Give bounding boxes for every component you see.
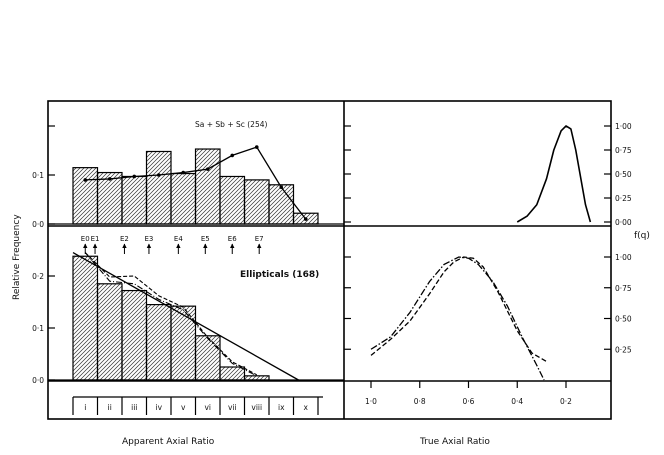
spiral-bar-iv: [145, 150, 172, 225]
spiral-model-point-4: [156, 173, 161, 177]
elliptical-fit-line: [72, 252, 299, 381]
ylabel-right: f(q): [634, 231, 650, 241]
elliptical-bar-ii: [96, 283, 123, 381]
spiral-bar-vii: [219, 175, 246, 225]
spiral-bar-iii: [121, 175, 148, 225]
bottom-right-ytick-label-2: 0·75: [615, 284, 632, 293]
spiral-model-point-10: [303, 217, 308, 221]
bottom-right-ytick-label-0: 0·25: [615, 345, 632, 354]
top-right-ytick-label-0: 0·00: [615, 218, 632, 227]
bottom-left-ytick-label-1: 0·1: [32, 324, 44, 333]
bottom-left-ytick-label-2: 0·2: [32, 272, 44, 281]
spirals-title: Sa + Sb + Sc (254): [195, 120, 267, 129]
bottom-right-ytick-label-1: 0·50: [615, 315, 632, 324]
spiral-model-point-7: [230, 153, 235, 158]
spiral-bar-viii: [243, 179, 270, 225]
elliptical-bar-iii: [121, 289, 148, 381]
top-right-ytick-label-4: 1·00: [615, 122, 632, 131]
spirals-histogram: [48, 148, 344, 225]
class-arrow-head-E1: [92, 243, 98, 248]
elliptical-true-curve-dashdot: [370, 256, 545, 381]
class-arrow-head-E5: [203, 243, 208, 248]
elliptical-class-markers: E0 E1 E2 E3 E4 E5 E6 E7: [81, 235, 264, 254]
top-left-ytick-label-0: 0·0: [32, 220, 44, 229]
elliptical-bar-iv: [145, 304, 172, 381]
spiral-model-point-3: [132, 174, 137, 179]
elliptical-dashdot-model: [84, 252, 257, 377]
outer-frame: [47, 100, 612, 420]
category-labels: i ii iii iv v vi vii viii ix x: [72, 397, 319, 415]
class-arrow-head-E0: [83, 243, 88, 248]
spiral-model-point-1: [83, 178, 88, 182]
category-label-v: v: [181, 403, 186, 412]
bottom-right-ytick-label-3: 1·00: [615, 253, 632, 262]
xlabel-right: True Axial Ratio: [419, 437, 490, 447]
class-marker-E6: E6: [228, 235, 237, 243]
class-marker-E3: E3: [145, 235, 154, 243]
category-label-ii: ii: [108, 403, 112, 412]
true-ratio-xtick-label-4: 0·2: [560, 397, 572, 406]
true-ratio-xtick-label-0: 1·0: [365, 397, 377, 406]
spiral-bar-ii: [96, 171, 123, 225]
class-arrow-head-E4: [176, 243, 181, 248]
spiral-model-point-6: [205, 167, 210, 171]
ellipticals-histogram: [48, 255, 344, 381]
xlabel-left: Apparent Axial Ratio: [122, 437, 215, 447]
spiral-model-point-5: [181, 170, 186, 175]
elliptical-bar-vii: [219, 366, 246, 381]
category-label-vi: vi: [204, 403, 211, 412]
spiral-bar-v: [170, 172, 197, 225]
true-ratio-xtick-label-2: 0·6: [463, 397, 475, 406]
spiral-model-line: [85, 146, 307, 220]
class-marker-E4: E4: [174, 235, 183, 243]
elliptical-bar-i: [72, 255, 99, 381]
elliptical-bar-vi: [194, 335, 221, 381]
spiral-bar-vi: [194, 148, 221, 225]
elliptical-bar-viii: [243, 375, 270, 381]
category-label-iv: iv: [155, 403, 162, 412]
class-marker-E2: E2: [120, 235, 129, 243]
spiral-bar-ix: [268, 184, 295, 225]
class-marker-E0: E0: [81, 235, 90, 243]
model-curves: [72, 125, 592, 381]
top-right-ytick-label-2: 0·50: [615, 170, 632, 179]
spiral-model-point-2: [107, 177, 112, 181]
class-arrow-head-E6: [230, 243, 235, 248]
category-label-iii: iii: [131, 403, 137, 412]
class-arrow-head-E3: [146, 243, 152, 248]
class-marker-E5: E5: [201, 235, 210, 243]
class-marker-E1: E1: [91, 235, 100, 243]
elliptical-true-curve-dash: [370, 256, 547, 363]
top-right-ytick-label-3: 0·75: [615, 146, 632, 155]
spiral-model-point-8: [254, 145, 259, 149]
category-label-ix: ix: [278, 403, 285, 412]
elliptical-bar-v: [170, 305, 197, 381]
class-marker-E7: E7: [255, 235, 264, 243]
true-ratio-xtick-label-3: 0·4: [511, 397, 523, 406]
category-label-vii: vii: [228, 403, 237, 412]
spiral-model-point-9: [279, 185, 284, 190]
true-ratio-xtick-label-1: 0·8: [414, 397, 426, 406]
bottom-left-ytick-label-0: 0·0: [32, 376, 44, 385]
elliptical-dashed-model: [84, 252, 258, 376]
spiral-bar-i: [72, 167, 99, 225]
category-label-i: i: [84, 403, 86, 412]
category-label-viii: viii: [251, 403, 262, 412]
axis-ticks: 0·0 0·1 0·0 0·1 0·2 0·00 0·25 0·50 0·75 1·00 0·25 0…: [32, 122, 632, 406]
category-label-x: x: [304, 403, 309, 412]
ellipticals-title: Ellipticals (168): [240, 270, 319, 280]
top-left-ytick-label-1: 0·1: [32, 171, 44, 180]
class-arrow-head-E2: [122, 243, 127, 248]
spiral-true-ratio-curve: [516, 125, 592, 223]
top-right-ytick-label-1: 0·25: [615, 194, 632, 203]
class-arrow-head-E7: [257, 243, 262, 248]
ylabel-left: Relative Frequency: [12, 214, 22, 300]
